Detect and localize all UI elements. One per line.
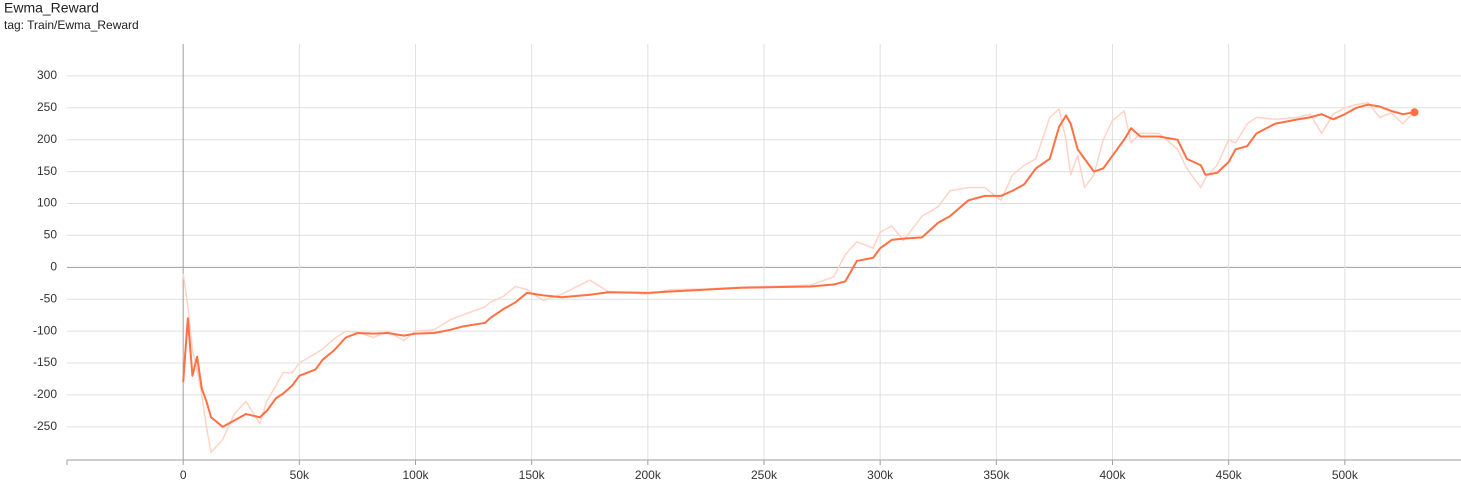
x-tick-label: 0 — [180, 468, 187, 482]
y-tick-label: -100 — [33, 323, 57, 337]
y-tick-label: 250 — [37, 100, 57, 114]
x-tick-label: 350k — [983, 468, 1010, 482]
y-tick-label: -250 — [33, 419, 57, 433]
smoothed-line — [182, 103, 1415, 428]
y-tick-label: 50 — [44, 228, 58, 242]
y-tick-label: 150 — [37, 164, 57, 178]
y-tick-label: 100 — [37, 196, 57, 210]
y-tick-label: -150 — [33, 355, 57, 369]
chart-title: Ewma_Reward — [4, 0, 99, 16]
x-tick-label: 250k — [751, 468, 778, 482]
y-tick-label: 0 — [50, 259, 57, 273]
x-tick-label: 200k — [635, 468, 662, 482]
x-tick-label: 400k — [1099, 468, 1126, 482]
y-tick-label: 200 — [37, 132, 57, 146]
x-tick-label: 50k — [290, 468, 310, 482]
x-tick-label: 100k — [402, 468, 429, 482]
end-marker — [1410, 108, 1419, 117]
y-tick-label: 300 — [37, 68, 57, 82]
raw-line — [182, 101, 1416, 454]
y-tick-label: -50 — [40, 291, 58, 305]
y-tick-label: -200 — [33, 387, 57, 401]
chart-subtitle: tag: Train/Ewma_Reward — [4, 18, 139, 32]
x-tick-label: 300k — [867, 468, 894, 482]
x-tick-label: 450k — [1216, 468, 1243, 482]
x-tick-label: 500k — [1332, 468, 1359, 482]
x-tick-label: 150k — [519, 468, 546, 482]
